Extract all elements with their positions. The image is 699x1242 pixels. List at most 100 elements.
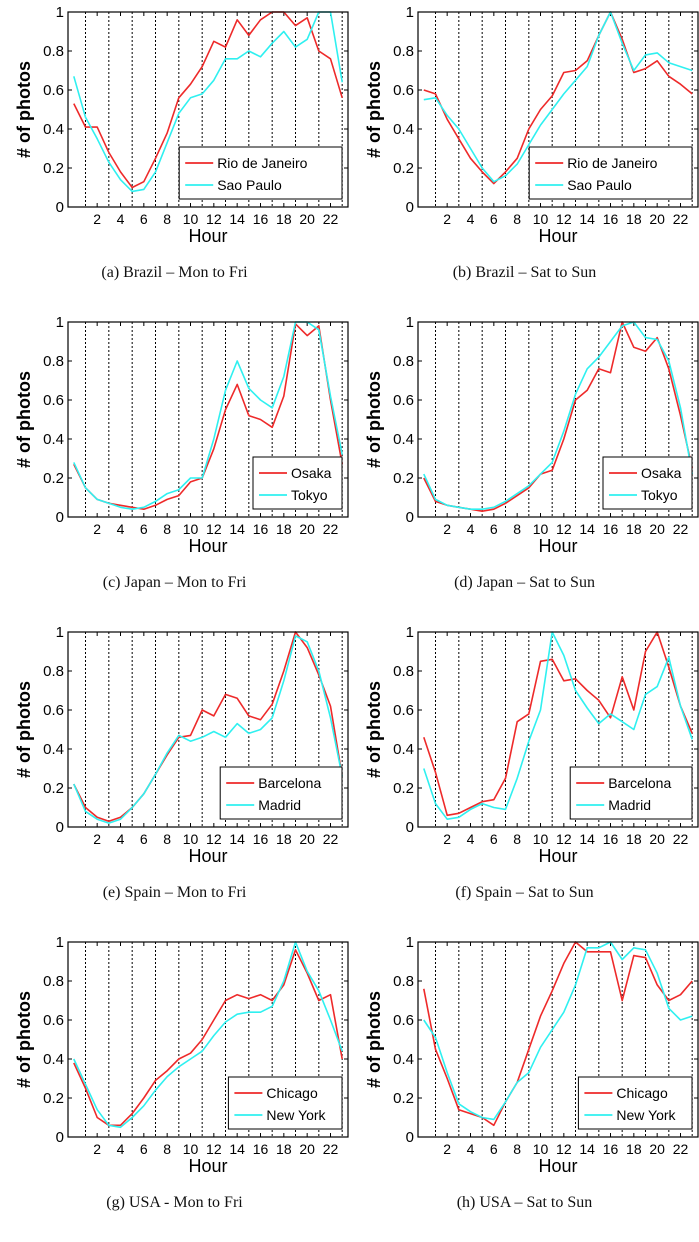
- legend-box: [569, 766, 693, 820]
- x-tick-label: 10: [533, 1141, 549, 1157]
- y-tick-label: 0.2: [43, 780, 64, 797]
- x-tick-label: 4: [467, 1141, 475, 1157]
- axes-frame: [417, 941, 699, 1138]
- x-tick-label: 10: [183, 1141, 199, 1157]
- legend-box: [219, 766, 343, 820]
- legend-label: New York: [266, 1107, 326, 1123]
- x-tick-label: 18: [276, 831, 292, 847]
- y-tick-label: 0: [56, 819, 64, 836]
- y-tick-label: 0: [56, 509, 64, 526]
- x-tick-label: 8: [163, 1141, 171, 1157]
- y-tick-label: 0.4: [393, 1051, 414, 1068]
- x-tick-label: 22: [323, 211, 339, 227]
- x-tick-label: 10: [183, 211, 199, 227]
- chart-panel-usa-weekday: 0 0.2 0.4 0.6 0.8 1 2 4 6 8 10 12 14 16 18 20 22 Chicago N…: [0, 930, 349, 1240]
- legend-box: [528, 146, 693, 200]
- legend: Osaka Tokyo: [602, 456, 693, 510]
- legend: Chicago New York: [227, 1076, 343, 1130]
- y-tick-label: 0: [56, 1129, 64, 1146]
- x-tick-label: 2: [93, 521, 101, 537]
- chart-caption: (g) USA - Mon to Fri: [106, 1194, 243, 1211]
- x-tick-label: 8: [163, 831, 171, 847]
- y-tick-label: 1: [406, 314, 414, 331]
- y-axis-label: # of photos: [14, 371, 34, 468]
- x-tick-label: 12: [556, 831, 572, 847]
- chart-panel-spain-weekend: 0 0.2 0.4 0.6 0.8 1 2 4 6 8 10 12 14 16 18 20 22 Barcelon…: [350, 620, 699, 930]
- x-tick-label: 6: [140, 831, 148, 847]
- x-tick-label: 8: [513, 521, 521, 537]
- legend-box: [252, 456, 343, 510]
- y-tick-label: 0.2: [393, 470, 414, 487]
- axes-frame: [67, 321, 349, 518]
- y-tick-label: 0.6: [393, 392, 414, 409]
- series-line-chicago: [73, 948, 343, 1127]
- y-tick-label: 0.8: [43, 353, 64, 370]
- x-tick-label: 8: [163, 211, 171, 227]
- x-tick-label: 16: [603, 521, 619, 537]
- y-tick-label: 0.2: [393, 160, 414, 177]
- x-tick-label: 22: [323, 831, 339, 847]
- series-line-sao-paulo: [73, 11, 343, 193]
- x-tick-label: 20: [649, 211, 665, 227]
- x-axis-label: Hour: [538, 1156, 577, 1176]
- x-tick-label: 18: [276, 1141, 292, 1157]
- x-axis-label: Hour: [188, 226, 227, 246]
- legend-label: Barcelona: [608, 775, 671, 791]
- x-tick-label: 10: [533, 211, 549, 227]
- series-line-tokyo: [423, 321, 693, 510]
- x-tick-label: 14: [229, 521, 245, 537]
- y-tick-label: 0: [406, 819, 414, 836]
- y-tick-label: 1: [56, 934, 64, 951]
- chart-panel-brazil-weekend: 0 0.2 0.4 0.6 0.8 1 2 4 6 8 10 12 14 16 18 20 22 Rio de J…: [350, 0, 699, 310]
- legend-label: Sao Paulo: [217, 177, 282, 193]
- x-tick-label: 10: [183, 521, 199, 537]
- legend-label: Osaka: [641, 465, 682, 481]
- x-tick-label: 20: [299, 831, 315, 847]
- y-tick-label: 0.8: [43, 663, 64, 680]
- y-tick-label: 0.6: [43, 392, 64, 409]
- legend: Barcelona Madrid: [569, 766, 693, 820]
- series-line-new-york: [73, 941, 343, 1129]
- x-tick-label: 2: [443, 831, 451, 847]
- series-line-madrid: [423, 631, 693, 820]
- legend-box: [602, 456, 693, 510]
- axes-frame: [417, 321, 699, 518]
- x-axis-label: Hour: [188, 536, 227, 556]
- series-line-sao-paulo: [423, 11, 693, 183]
- y-tick-label: 0.8: [393, 43, 414, 60]
- x-tick-label: 20: [299, 521, 315, 537]
- x-tick-label: 10: [183, 831, 199, 847]
- x-tick-label: 12: [206, 211, 222, 227]
- legend: Barcelona Madrid: [219, 766, 343, 820]
- x-tick-label: 6: [140, 211, 148, 227]
- y-tick-label: 0.6: [393, 1012, 414, 1029]
- y-tick-label: 0.6: [43, 82, 64, 99]
- y-axis-label: # of photos: [364, 61, 384, 158]
- x-tick-label: 16: [253, 211, 269, 227]
- x-tick-label: 20: [299, 1141, 315, 1157]
- chart-caption: (b) Brazil – Sat to Sun: [452, 264, 597, 281]
- y-tick-label: 1: [406, 624, 414, 641]
- axes-frame: [67, 631, 349, 828]
- y-tick-label: 0.6: [43, 702, 64, 719]
- x-tick-label: 12: [206, 521, 222, 537]
- chart-panel-usa-weekend: 0 0.2 0.4 0.6 0.8 1 2 4 6 8 10 12 14 16 18 20 22 Chicago N…: [350, 930, 699, 1240]
- y-tick-label: 0: [406, 1129, 414, 1146]
- x-tick-label: 14: [229, 211, 245, 227]
- x-tick-label: 12: [556, 521, 572, 537]
- x-tick-label: 10: [533, 831, 549, 847]
- x-tick-label: 8: [513, 1141, 521, 1157]
- legend-label: Chicago: [266, 1085, 318, 1101]
- x-tick-label: 2: [443, 1141, 451, 1157]
- x-tick-label: 4: [467, 521, 475, 537]
- y-axis-label: # of photos: [364, 991, 384, 1088]
- y-tick-label: 0.8: [393, 663, 414, 680]
- y-axis-label: # of photos: [14, 681, 34, 778]
- y-tick-label: 0.8: [393, 973, 414, 990]
- x-tick-label: 20: [649, 1141, 665, 1157]
- legend: Rio de Janeiro Sao Paulo: [178, 146, 343, 200]
- x-tick-label: 22: [673, 1141, 689, 1157]
- x-tick-label: 4: [117, 831, 125, 847]
